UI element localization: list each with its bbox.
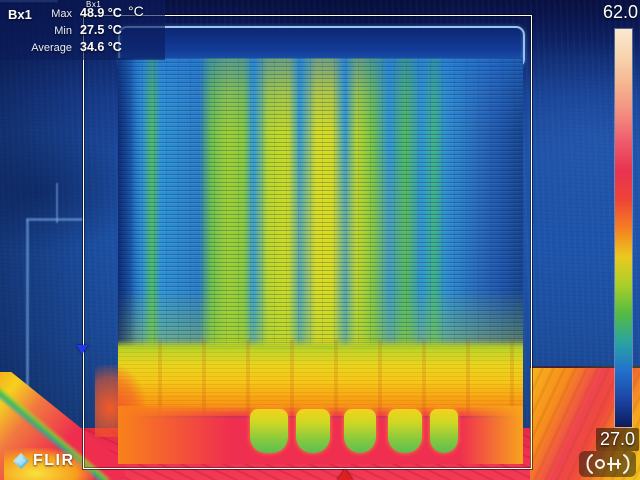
max-value: 48.9 °C bbox=[80, 6, 122, 20]
measurement-box-bx1[interactable] bbox=[83, 15, 532, 469]
heat-pipe-gap bbox=[344, 409, 376, 453]
cable-outline bbox=[56, 183, 58, 223]
panel-box-label: Bx1 bbox=[8, 7, 32, 22]
min-label: Min bbox=[54, 25, 72, 37]
heat-pipe-gap bbox=[250, 409, 288, 453]
flir-diamond-icon bbox=[13, 453, 29, 469]
flir-wordmark: FLIR bbox=[33, 452, 75, 469]
auto-adjust-icon bbox=[586, 454, 629, 474]
temperature-scale-bar[interactable] bbox=[615, 29, 632, 427]
heatsink-hot-base bbox=[118, 340, 523, 416]
hot-spot-marker-icon bbox=[337, 469, 353, 480]
max-label: Max bbox=[51, 8, 72, 20]
measurement-results-panel bbox=[0, 0, 165, 60]
heatsink-heat-pipes bbox=[118, 406, 523, 464]
auto-adjust-button[interactable] bbox=[579, 451, 636, 477]
temperature-unit-label: °C bbox=[128, 3, 144, 19]
heatsink-left-shadow bbox=[118, 58, 136, 358]
cable-outline bbox=[26, 220, 29, 390]
heat-pipe-gap bbox=[430, 409, 458, 453]
flir-logo: FLIR bbox=[13, 452, 75, 470]
heat-pipe-gap bbox=[296, 409, 330, 453]
min-value: 27.5 °C bbox=[80, 23, 122, 37]
cable-outline bbox=[26, 218, 84, 221]
cold-spot-marker-icon bbox=[76, 345, 88, 354]
scale-max-value: 62.0 bbox=[602, 2, 638, 22]
box-tag-label: Bx1 bbox=[86, 0, 102, 9]
heatsink-fins bbox=[118, 58, 523, 346]
heat-pipe-gap bbox=[388, 409, 422, 453]
scale-min-value: 27.0 bbox=[596, 428, 640, 451]
average-label: Average bbox=[31, 42, 72, 54]
average-value: 34.6 °C bbox=[80, 40, 122, 54]
